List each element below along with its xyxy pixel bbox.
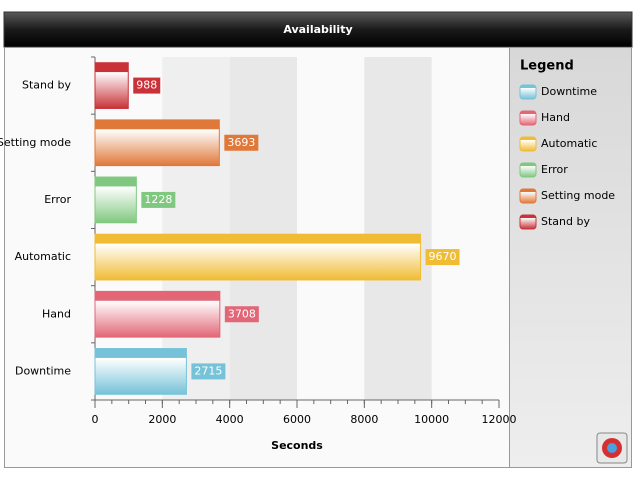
value-label: 9670 xyxy=(429,250,457,263)
y-tick-label: Setting mode xyxy=(0,136,71,149)
settings-icon[interactable] xyxy=(596,432,628,464)
bar xyxy=(94,233,422,281)
background-band xyxy=(364,57,432,400)
value-label: 3708 xyxy=(228,307,256,320)
y-tick-label: Downtime xyxy=(15,364,71,377)
value-label-box xyxy=(191,363,226,380)
legend-swatch xyxy=(519,214,537,230)
legend-label: Error xyxy=(541,163,568,176)
value-label-box xyxy=(224,306,259,323)
legend-label: Downtime xyxy=(541,85,597,98)
bar xyxy=(94,62,129,109)
header-bar xyxy=(3,11,633,48)
background-band xyxy=(229,57,297,400)
y-tick-label: Error xyxy=(44,193,71,206)
legend-swatch xyxy=(519,136,537,152)
legend-swatch xyxy=(519,162,537,178)
x-axis-label: Seconds xyxy=(271,439,323,452)
legend-label: Stand by xyxy=(541,215,590,228)
x-tick-label: 2000 xyxy=(148,413,176,426)
value-label-box xyxy=(425,249,460,266)
legend-swatch xyxy=(519,84,537,100)
y-tick-label: Stand by xyxy=(22,79,71,92)
y-tick-label: Hand xyxy=(42,307,71,320)
chart-title: Availability xyxy=(283,23,352,36)
x-tick-label: 8000 xyxy=(350,413,378,426)
value-label: 3693 xyxy=(227,136,255,149)
bar xyxy=(94,119,220,167)
x-tick-label: 0 xyxy=(92,413,99,426)
x-tick-label: 12000 xyxy=(482,413,517,426)
value-label: 1228 xyxy=(144,193,172,206)
y-tick-label: Automatic xyxy=(15,250,71,263)
legend-label: Hand xyxy=(541,111,570,124)
legend-title: Legend xyxy=(520,59,574,74)
legend-label: Automatic xyxy=(541,137,597,150)
legend-swatch xyxy=(519,110,537,126)
value-label: 2715 xyxy=(194,364,222,377)
bar xyxy=(94,290,221,338)
value-label: 988 xyxy=(136,79,157,92)
value-label-box xyxy=(133,77,161,94)
background-band xyxy=(162,57,230,400)
legend-label: Setting mode xyxy=(541,189,615,202)
x-tick-label: 4000 xyxy=(216,413,244,426)
x-tick-label: 10000 xyxy=(414,413,449,426)
legend-swatch xyxy=(519,188,537,204)
value-label-box xyxy=(141,191,176,208)
value-label-box xyxy=(224,134,259,151)
x-tick-label: 6000 xyxy=(283,413,311,426)
bar xyxy=(94,176,137,224)
bar xyxy=(94,348,187,395)
